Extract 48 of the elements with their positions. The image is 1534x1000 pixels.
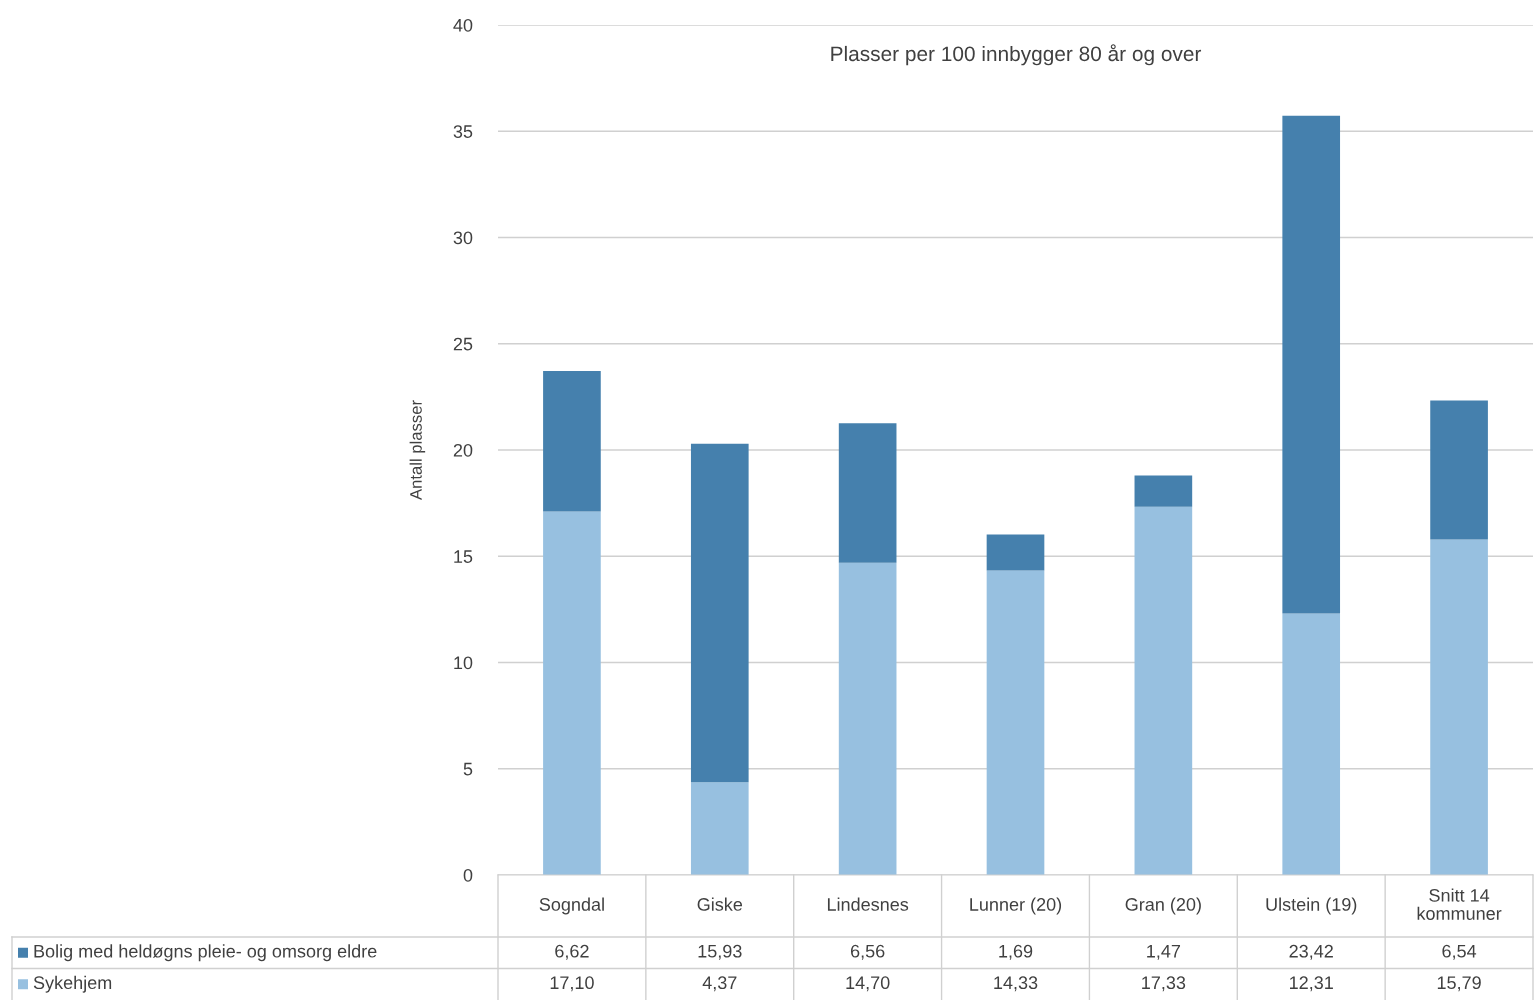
y-tick-label: 35 [453, 125, 473, 138]
legend-label: Sykehjem [33, 975, 112, 993]
x-tick-label: Gran (20) [1125, 897, 1201, 915]
y-tick-label: 25 [453, 337, 473, 351]
y-axis-title: Antall plasser [409, 400, 426, 500]
data-label: 17,10 [550, 976, 594, 992]
data-label: 6,56 [850, 944, 885, 960]
bar [838, 423, 897, 563]
bar [690, 782, 749, 875]
text: Plasser per 100 innbygger 80 år og over [831, 44, 1202, 66]
bar [690, 443, 749, 783]
bar [1134, 475, 1193, 507]
data-label: 4,37 [702, 976, 737, 992]
y-tick-label: 40 [453, 18, 473, 32]
data-label: 17,33 [1142, 976, 1186, 992]
y-tick-label: 5 [463, 762, 473, 776]
data-label: 6,62 [555, 944, 589, 960]
y-tick-label: 30 [453, 231, 473, 245]
data-label: 14,70 [846, 976, 890, 992]
legend-label: Bolig med heldøgns pleie- og omsorg eldre [34, 944, 377, 962]
bar [838, 562, 897, 875]
bar [986, 570, 1045, 875]
bar [1282, 115, 1341, 614]
bar [543, 370, 601, 512]
data-label: 23,42 [1289, 944, 1333, 960]
x-tick-label: Lindesnes [827, 897, 909, 911]
x-tick-label: Ulstein (19) [1266, 897, 1357, 915]
y-tick-label: 10 [454, 656, 473, 670]
bar [543, 511, 601, 875]
data-label: 1,69 [999, 944, 1033, 960]
x-tick-label: Sogndal [539, 897, 604, 915]
bar [1430, 400, 1488, 540]
y-tick-label: 20 [453, 443, 473, 457]
data-label: 15,79 [1437, 976, 1481, 992]
y-tick-label: 15 [454, 550, 473, 563]
data-label: 1,47 [1147, 945, 1181, 960]
data-label: 6,54 [1442, 944, 1477, 960]
x-tick-label: Lunner (20) [970, 897, 1062, 915]
x-tick-label: Giske [697, 897, 743, 911]
x-tick-label: Snitt 14 kommuner [1417, 888, 1502, 920]
data-label: 14,33 [994, 976, 1038, 992]
bar [1282, 613, 1341, 875]
data-label: 12,31 [1290, 976, 1333, 992]
bar [986, 534, 1045, 571]
y-tick-label: 0 [463, 868, 473, 882]
bar [1430, 539, 1488, 875]
data-label: 15,93 [698, 944, 742, 960]
bar [1134, 506, 1193, 875]
